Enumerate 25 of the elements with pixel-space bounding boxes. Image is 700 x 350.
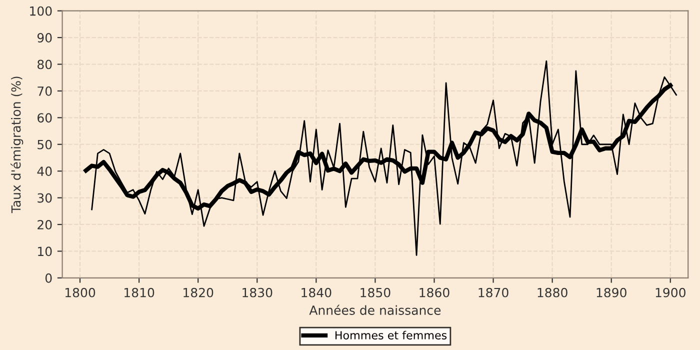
y-tick-label: 10 bbox=[38, 246, 52, 256]
y-tick-label: 60 bbox=[38, 113, 52, 123]
x-tick-label: 1820 bbox=[184, 288, 214, 298]
x-tick-label: 1870 bbox=[478, 288, 508, 298]
y-tick-label: 70 bbox=[38, 86, 52, 96]
y-tick-label: 40 bbox=[37, 166, 52, 176]
y-tick-label: 30 bbox=[38, 193, 52, 203]
x-tick-label: 1880 bbox=[538, 288, 568, 298]
x-axis-title: Années de naissance bbox=[309, 304, 441, 315]
y-axis-title: Taux d'émigration (%) bbox=[10, 76, 24, 214]
x-tick-label: 1810 bbox=[124, 288, 154, 298]
x-tick-label: 1830 bbox=[242, 288, 272, 298]
y-tick-label: 20 bbox=[38, 220, 52, 230]
y-tick-label: 0 bbox=[45, 273, 52, 283]
x-tick-label: 1850 bbox=[360, 288, 390, 298]
x-tick-label: 1840 bbox=[302, 288, 332, 298]
x-tick-label: 1800 bbox=[65, 288, 96, 298]
x-tick-label: 1900 bbox=[656, 288, 686, 298]
legend-label: Hommes et femmes bbox=[335, 330, 447, 340]
x-tick-label: 1860 bbox=[420, 288, 450, 298]
y-tick-label: 100 bbox=[30, 6, 52, 16]
y-tick-label: 50 bbox=[38, 140, 52, 150]
y-tick-label: 90 bbox=[37, 33, 52, 42]
y-tick-label: 80 bbox=[38, 60, 52, 70]
x-tick-label: 1890 bbox=[596, 288, 626, 298]
